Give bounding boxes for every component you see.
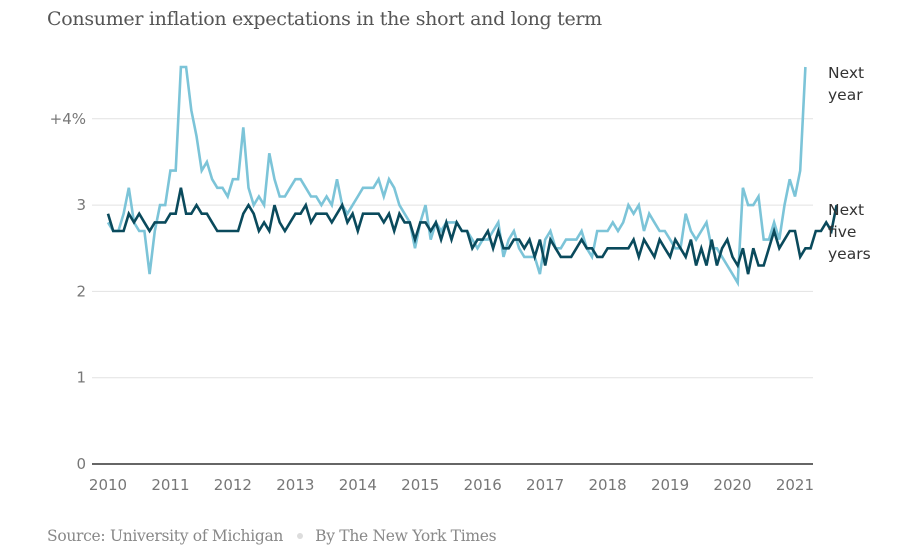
- separator-dot: [297, 533, 304, 539]
- x-tick-label: 2012: [214, 476, 252, 494]
- x-tick-label: 2015: [401, 476, 439, 494]
- y-tick-label: 1: [76, 369, 86, 387]
- x-tick-label: 2019: [651, 476, 689, 494]
- source-text: Source: University of Michigan: [47, 527, 284, 545]
- x-tick-label: 2013: [276, 476, 314, 494]
- y-tick-label: 3: [76, 196, 86, 214]
- series-label: Next: [828, 64, 864, 82]
- x-tick-label: 2010: [89, 476, 127, 494]
- series-line-next-five-years: [106, 187, 838, 275]
- x-tick-label: 2018: [589, 476, 627, 494]
- y-tick-label: 0: [76, 455, 86, 473]
- x-tick-label: 2017: [526, 476, 564, 494]
- series-lines: [106, 65, 838, 288]
- byline-text: By The New York Times: [315, 527, 497, 545]
- x-axis-ticks: 2010 2011 2012 2013 2014 2015 2016 2017 2018 2019…: [89, 476, 814, 494]
- series-labels: Next year Next five years: [828, 64, 871, 263]
- y-axis-ticks: 0 1 2 3 +4%: [50, 110, 86, 473]
- chart-title: Consumer inflation expectations in the s…: [47, 8, 602, 30]
- x-tick-label: 2021: [776, 476, 814, 494]
- gridlines: [92, 118, 813, 379]
- line-chart: 0 1 2 3 +4% 2010 2011 2012 2013 2014 2015 2016 2017…: [50, 64, 871, 494]
- x-tick-label: 2016: [464, 476, 502, 494]
- series-label: year: [828, 86, 863, 104]
- x-tick-label: 2014: [339, 476, 377, 494]
- series-label: years: [828, 245, 871, 263]
- series-label: five: [828, 223, 856, 241]
- x-tick-label: 2011: [151, 476, 189, 494]
- series-label: Next: [828, 201, 864, 219]
- x-tick-label: 2020: [713, 476, 751, 494]
- y-tick-label: +4%: [50, 110, 86, 128]
- y-tick-label: 2: [76, 282, 86, 300]
- source-footer: Source: University of Michigan By The New…: [47, 527, 497, 545]
